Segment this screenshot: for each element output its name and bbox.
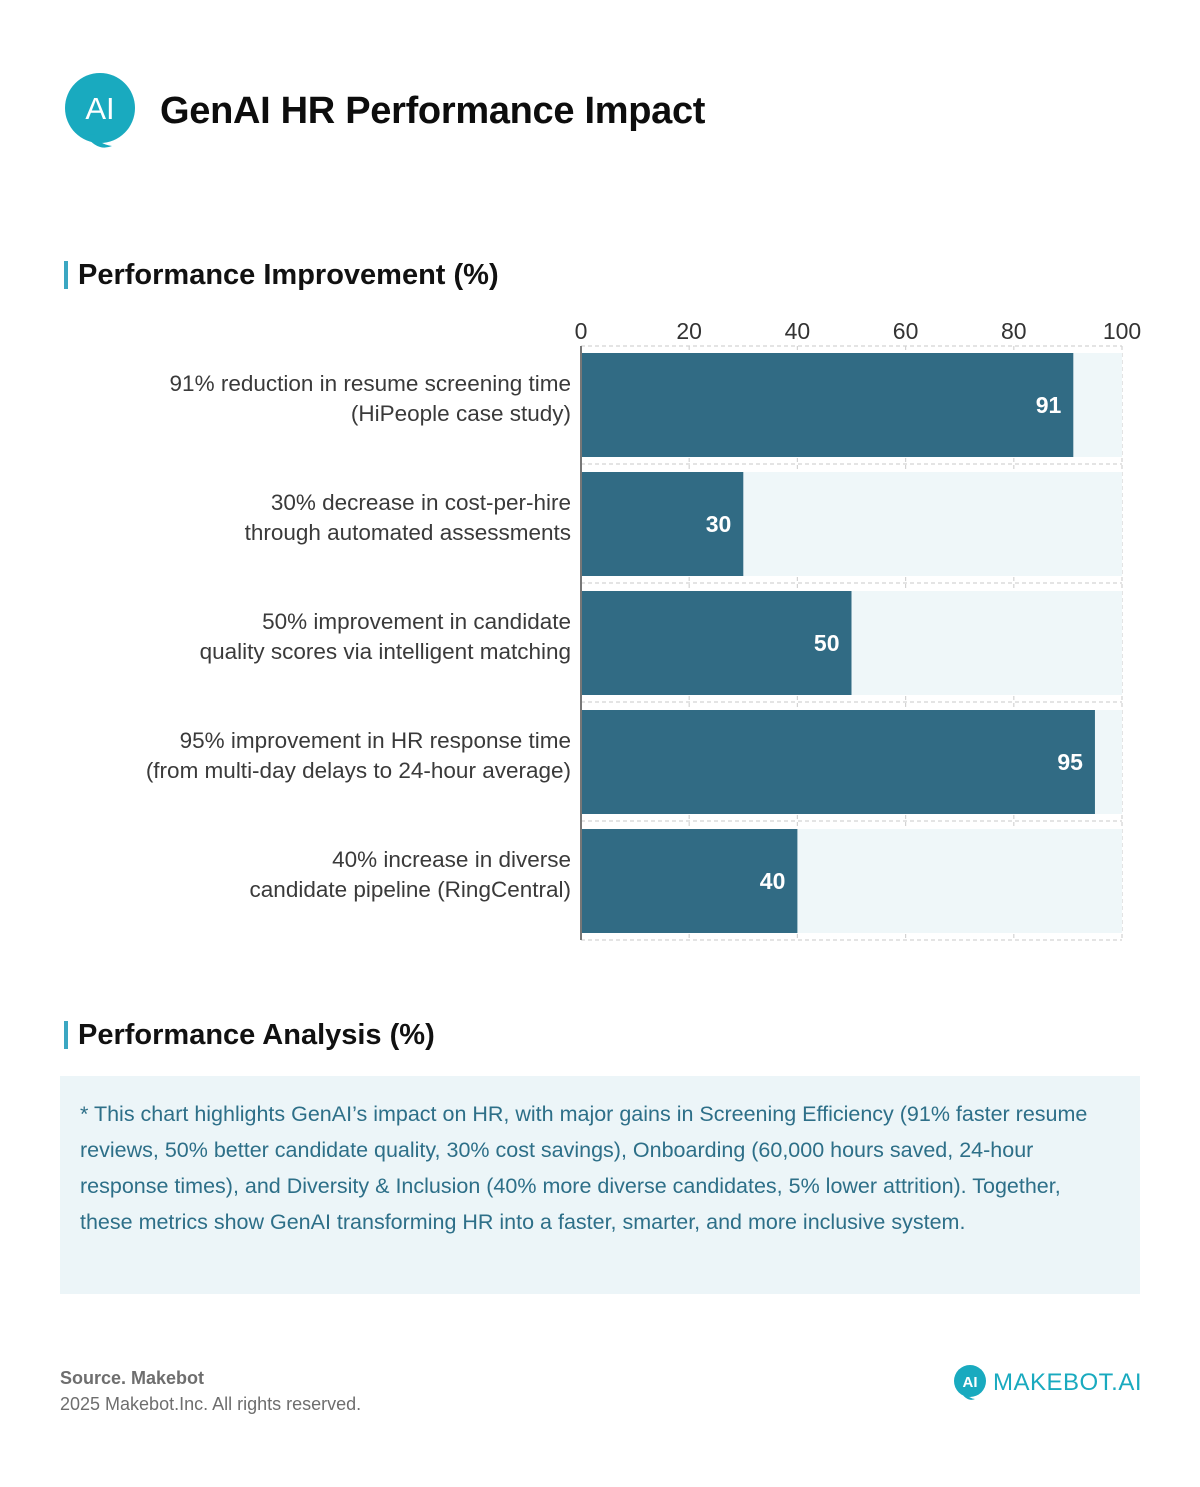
brand-text: MAKEBOT.AI	[992, 1369, 1142, 1396]
page-header: AI GenAI HR Performance Impact	[64, 70, 705, 152]
bar	[581, 710, 1095, 814]
x-tick-label: 20	[676, 318, 702, 344]
x-tick-label: 100	[1103, 318, 1141, 344]
bar-value-label: 95	[1057, 749, 1083, 775]
bar-value-label: 40	[760, 868, 786, 894]
category-label: candidate pipeline (RingCentral)	[250, 877, 571, 902]
bar	[581, 591, 852, 695]
logo-text: AI	[85, 91, 114, 126]
ai-logo-icon: AI	[64, 70, 136, 152]
makebot-icon: AI	[953, 1365, 986, 1400]
bar-value-label: 50	[814, 630, 840, 656]
category-label: (from multi-day delays to 24-hour averag…	[146, 758, 571, 783]
x-tick-label: 60	[893, 318, 919, 344]
bar	[581, 472, 744, 576]
x-tick-label: 80	[1001, 318, 1027, 344]
category-label: (HiPeople case study)	[351, 401, 571, 426]
bar	[581, 353, 1074, 457]
analysis-box: * This chart highlights GenAI’s impact o…	[60, 1076, 1140, 1294]
category-label: 95% improvement in HR response time	[180, 728, 571, 753]
bar	[581, 829, 798, 933]
page-title: GenAI HR Performance Impact	[160, 89, 706, 132]
chart-title: Performance Improvement (%)	[64, 259, 499, 291]
bar-value-label: 30	[706, 511, 732, 537]
x-tick-label: 40	[785, 318, 811, 344]
analysis-title: Performance Analysis (%)	[64, 1019, 435, 1051]
footer-copyright: 2025 Makebot.Inc. All rights reserved.	[60, 1394, 362, 1414]
analysis-text: * This chart highlights GenAI’s impact o…	[80, 1102, 1088, 1234]
bar-value-label: 91	[1036, 392, 1062, 418]
x-tick-label: 0	[575, 318, 588, 344]
category-label: 50% improvement in candidate	[262, 609, 571, 634]
category-label: quality scores via intelligent matching	[200, 639, 571, 664]
bar-chart: 0 20 40 60 80 100 91% reduction in resume scr…	[146, 318, 1141, 941]
category-label: 40% increase in diverse	[332, 847, 571, 872]
brand-icon-text: AI	[962, 1374, 977, 1391]
category-label: 91% reduction in resume screening time	[170, 371, 571, 396]
brand-logo: AI MAKEBOT.AI	[953, 1364, 1142, 1402]
footer-source: Source. Makebot	[60, 1368, 205, 1388]
category-label: through automated assessments	[245, 520, 571, 545]
category-label: 30% decrease in cost-per-hire	[271, 490, 571, 515]
